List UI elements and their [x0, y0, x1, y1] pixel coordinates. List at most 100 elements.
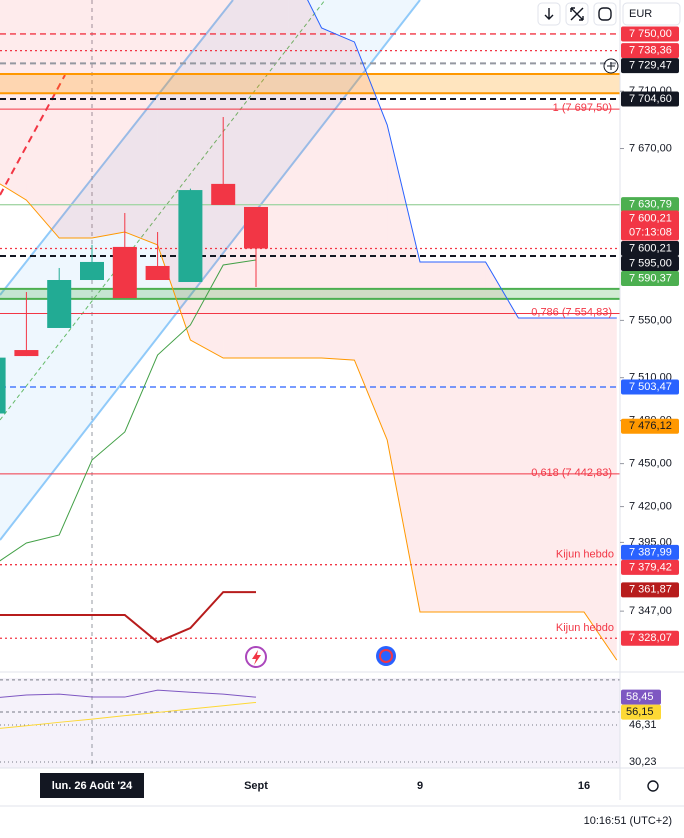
- price-badge: [621, 379, 679, 395]
- add-alert-plus: [607, 62, 615, 70]
- price-badge: [621, 630, 679, 646]
- price-badge: [621, 544, 679, 560]
- event-icon[interactable]: [376, 646, 396, 666]
- cloud: [387, 124, 420, 612]
- event-icon-bolt: [252, 650, 261, 665]
- cloud: [551, 317, 584, 612]
- price-badge-label: 7 595,00: [629, 257, 672, 269]
- candle-body: [47, 280, 72, 328]
- cloud: [256, 0, 289, 359]
- cloud: [26, 0, 60, 239]
- fib-label: 1 (7 697,50): [553, 102, 612, 114]
- cloud: [92, 0, 125, 239]
- scale-icon: [570, 7, 584, 21]
- level-note: Kijun hebdo: [556, 549, 614, 561]
- price-badge: [621, 43, 679, 59]
- price-badge-label: 7 750,00: [629, 28, 672, 40]
- price-badge-label: 7 630,79: [629, 199, 672, 211]
- rsi-badge: [621, 704, 661, 720]
- event-icon[interactable]: [245, 646, 267, 668]
- channel-mid: [0, 0, 326, 421]
- price-badge-label: 7 738,36: [629, 45, 672, 57]
- cloud: [452, 261, 486, 612]
- price-badge: [621, 58, 679, 74]
- price-badge: [621, 26, 679, 42]
- add-alert[interactable]: [603, 58, 619, 74]
- fib-label: 0,786 (7 554,83): [531, 306, 612, 318]
- y-tick-label: 7 550,00: [629, 314, 672, 326]
- price-badge: [621, 240, 679, 256]
- cloud: [518, 317, 552, 612]
- price-badge-label: 7 590,37: [629, 272, 672, 284]
- rsi-pane: [0, 678, 620, 768]
- candle-body: [145, 265, 170, 281]
- cloud: [59, 0, 92, 239]
- y-tick-label: 7 420,00: [629, 500, 672, 512]
- price-badge-label: 7 600,21: [629, 242, 672, 254]
- event-icon-ring: [379, 649, 393, 663]
- crosshair-date-badge: [40, 773, 144, 798]
- price-badge-label: 7 729,47: [629, 60, 672, 72]
- price-badge: [621, 91, 679, 107]
- trend-line: [0, 74, 66, 196]
- price-badge-label: 7 387,99: [629, 546, 672, 558]
- candle-body: [80, 261, 104, 281]
- cloud: [420, 261, 453, 612]
- scroll-icon: [544, 8, 554, 20]
- price-badge: [621, 197, 679, 213]
- candle-body: [178, 190, 203, 283]
- cloud: [0, 0, 27, 201]
- cloud: [354, 41, 388, 440]
- price-pane: [0, 0, 620, 668]
- price-badge-label: 7 379,42: [629, 561, 672, 573]
- cloud: [584, 317, 617, 661]
- y-tick-label: 7 450,00: [629, 458, 672, 470]
- price-badge-label: 7 328,07: [629, 632, 672, 644]
- toolbar: EUR: [537, 2, 681, 26]
- clock: 10:16:51 (UTC+2): [584, 815, 672, 827]
- level-note: Kijun hebdo: [556, 622, 614, 634]
- currency: EUR: [629, 8, 652, 20]
- price-badge-label: 7 476,12: [629, 420, 672, 432]
- settings-icon[interactable]: [647, 780, 659, 792]
- cloud: [223, 0, 256, 359]
- rsi-tick-label: 30,23: [629, 756, 657, 768]
- candle-body: [0, 357, 6, 414]
- x-tick-label: 9: [417, 780, 423, 792]
- price-badge-time: 07:13:08: [629, 226, 672, 238]
- axes: 7 710,007 670,007 550,007 510,007 480,00…: [40, 26, 679, 798]
- x-tick-label: 16: [578, 780, 590, 792]
- candle-body: [211, 183, 236, 205]
- chart-icons: [245, 58, 619, 668]
- cloud: [321, 27, 355, 361]
- fullscreen-button[interactable]: [593, 2, 617, 26]
- channel-upper: [0, 0, 234, 296]
- zone: [0, 288, 620, 299]
- rsi-tick-label: 46,31: [629, 719, 657, 731]
- indicator-line: [0, 183, 618, 661]
- rsi-badge: [621, 689, 661, 705]
- fullscreen-icon: [598, 7, 612, 21]
- candle-body: [14, 350, 39, 357]
- indicator-line: [307, 0, 617, 319]
- cloud: [485, 261, 519, 612]
- price-badge: [621, 582, 679, 598]
- channel-lower: [0, 0, 421, 541]
- rsi-lines: [0, 679, 620, 763]
- price-badge: [621, 559, 679, 575]
- rsi-line: [0, 701, 257, 729]
- x-tick-label: lun. 26 Août '24: [52, 780, 133, 792]
- fib-label: 0,618 (7 442,83): [531, 467, 612, 479]
- price-badge-label: 7 704,60: [629, 93, 672, 105]
- price-badge: [621, 255, 679, 271]
- rsi-badge-label: 56,15: [626, 706, 654, 718]
- zone: [0, 74, 620, 94]
- currency-select[interactable]: [622, 2, 681, 26]
- price-badge-label: 7 361,87: [629, 584, 672, 596]
- cloud: [124, 0, 158, 245]
- footer: 10:16:51 (UTC+2): [584, 780, 672, 827]
- candle-body: [244, 206, 268, 249]
- cloud: [288, 0, 322, 359]
